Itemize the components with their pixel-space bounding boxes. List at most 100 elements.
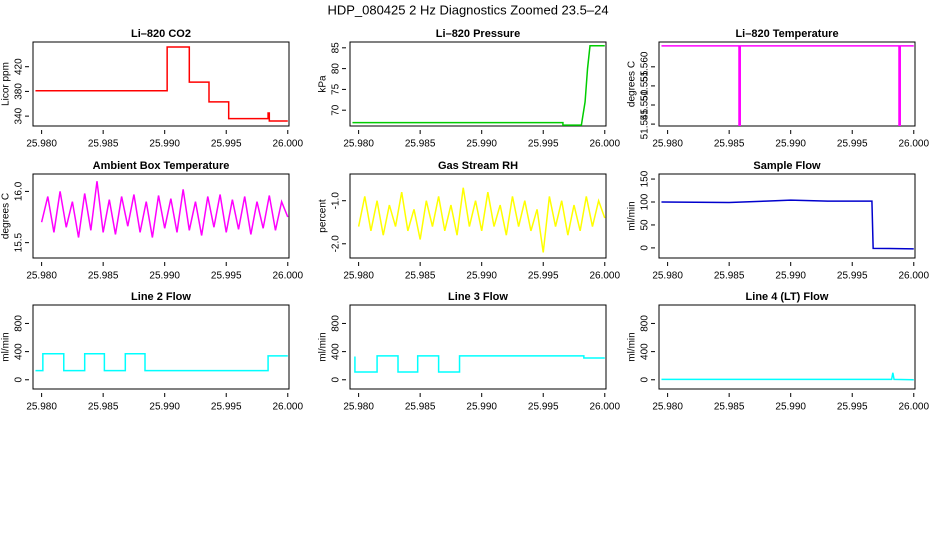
series-line (661, 372, 914, 381)
x-tick-label: 26.000 (898, 271, 929, 282)
y-axis-label: ml/min (627, 201, 638, 230)
x-tick-label: 25.985 (714, 271, 745, 282)
y-tick-label: 80 (331, 63, 342, 75)
x-tick-label: 25.990 (466, 271, 497, 282)
y-tick-label: 100 (640, 193, 651, 210)
panel-title: Line 2 Flow (131, 291, 191, 303)
panel-title: Li–820 CO2 (131, 28, 191, 40)
x-tick-label: 26.000 (589, 271, 620, 282)
plot-frame (349, 173, 607, 259)
y-tick-label: 85 (331, 42, 342, 54)
y-tick-label: 800 (14, 315, 25, 332)
x-tick-label: 25.995 (528, 139, 559, 150)
x-tick-label: 26.000 (898, 139, 929, 150)
plot-frame (658, 41, 916, 127)
series-line (661, 199, 914, 250)
series-line (352, 44, 605, 126)
x-tick-label: 25.985 (405, 402, 436, 413)
x-tick-label: 26.000 (272, 402, 303, 413)
y-tick-label: 340 (14, 107, 25, 124)
x-tick-label: 25.985 (405, 271, 436, 282)
panel-title: Line 4 (LT) Flow (746, 291, 829, 303)
x-tick-label: 25.980 (652, 402, 683, 413)
series-line (661, 45, 914, 126)
panel-title: Line 3 Flow (448, 291, 508, 303)
y-tick-label: 400 (331, 343, 342, 360)
x-tick-label: 25.995 (528, 271, 559, 282)
x-tick-label: 25.980 (26, 139, 57, 150)
x-tick-label: 25.990 (466, 139, 497, 150)
x-tick-label: 25.980 (26, 271, 57, 282)
page-title: HDP_080425 2 Hz Diagnostics Zoomed 23.5–… (327, 2, 608, 17)
y-tick-label: 800 (640, 315, 651, 332)
y-tick-label: 70 (331, 104, 342, 116)
y-tick-label: 51.550 (640, 89, 651, 120)
x-tick-label: 25.995 (211, 271, 242, 282)
panel-title: Gas Stream RH (438, 160, 518, 172)
y-axis-label: kPa (318, 75, 329, 93)
x-tick-label: 25.980 (652, 271, 683, 282)
series-line (35, 352, 288, 372)
x-tick-label: 25.980 (26, 402, 57, 413)
x-tick-label: 25.995 (528, 402, 559, 413)
x-tick-label: 25.995 (837, 139, 868, 150)
panel-title: Li–820 Temperature (735, 28, 838, 40)
y-axis-label: Licor ppm (1, 62, 12, 106)
series-line (357, 187, 606, 253)
x-tick-label: 26.000 (589, 402, 620, 413)
y-tick-label: 51.555 (640, 70, 651, 101)
x-tick-label: 25.990 (775, 139, 806, 150)
x-tick-label: 26.000 (589, 139, 620, 150)
plot-frame (349, 304, 607, 390)
x-tick-label: 25.985 (88, 271, 119, 282)
y-axis-label: percent (318, 199, 329, 233)
y-tick-label: 400 (14, 343, 25, 360)
plot-frame (658, 304, 916, 390)
y-axis-label: ml/min (1, 332, 12, 361)
x-tick-label: 25.980 (343, 271, 374, 282)
x-tick-label: 25.990 (775, 402, 806, 413)
x-tick-label: 25.990 (149, 271, 180, 282)
y-tick-label: -1.0 (331, 192, 342, 210)
y-tick-label: 50 (640, 219, 651, 231)
x-tick-label: 25.990 (149, 139, 180, 150)
x-tick-label: 25.985 (714, 402, 745, 413)
y-tick-label: 75 (331, 83, 342, 95)
y-axis-label: degrees C (627, 61, 638, 107)
x-tick-label: 25.995 (211, 139, 242, 150)
x-tick-label: 25.985 (405, 139, 436, 150)
x-tick-label: 25.990 (466, 402, 497, 413)
x-tick-label: 26.000 (272, 139, 303, 150)
y-tick-label: 380 (14, 83, 25, 100)
x-tick-label: 25.980 (343, 402, 374, 413)
y-tick-label: -2.0 (331, 235, 342, 253)
series-line (35, 46, 288, 122)
y-tick-label: 400 (640, 343, 651, 360)
plot-frame (349, 41, 607, 127)
x-tick-label: 25.985 (714, 139, 745, 150)
series-line (354, 355, 605, 373)
y-tick-label: 51.545 (640, 108, 651, 139)
x-tick-label: 26.000 (272, 271, 303, 282)
x-tick-label: 25.980 (343, 139, 374, 150)
plot-frame (32, 304, 290, 390)
x-tick-label: 25.990 (149, 402, 180, 413)
y-tick-label: 150 (640, 170, 651, 187)
y-tick-label: 800 (331, 315, 342, 332)
x-tick-label: 25.980 (652, 139, 683, 150)
x-tick-label: 25.995 (837, 402, 868, 413)
x-tick-label: 25.995 (837, 271, 868, 282)
x-tick-label: 25.985 (88, 139, 119, 150)
x-tick-label: 26.000 (898, 402, 929, 413)
x-tick-label: 25.990 (775, 271, 806, 282)
y-tick-label: 0 (640, 377, 651, 383)
y-tick-label: 15.5 (14, 232, 25, 252)
y-tick-label: 51.560 (640, 51, 651, 82)
panel-title: Li–820 Pressure (436, 28, 520, 40)
plot-frame (32, 41, 290, 127)
panel-title: Sample Flow (753, 160, 821, 172)
y-tick-label: 0 (14, 377, 25, 383)
y-axis-label: ml/min (627, 332, 638, 361)
